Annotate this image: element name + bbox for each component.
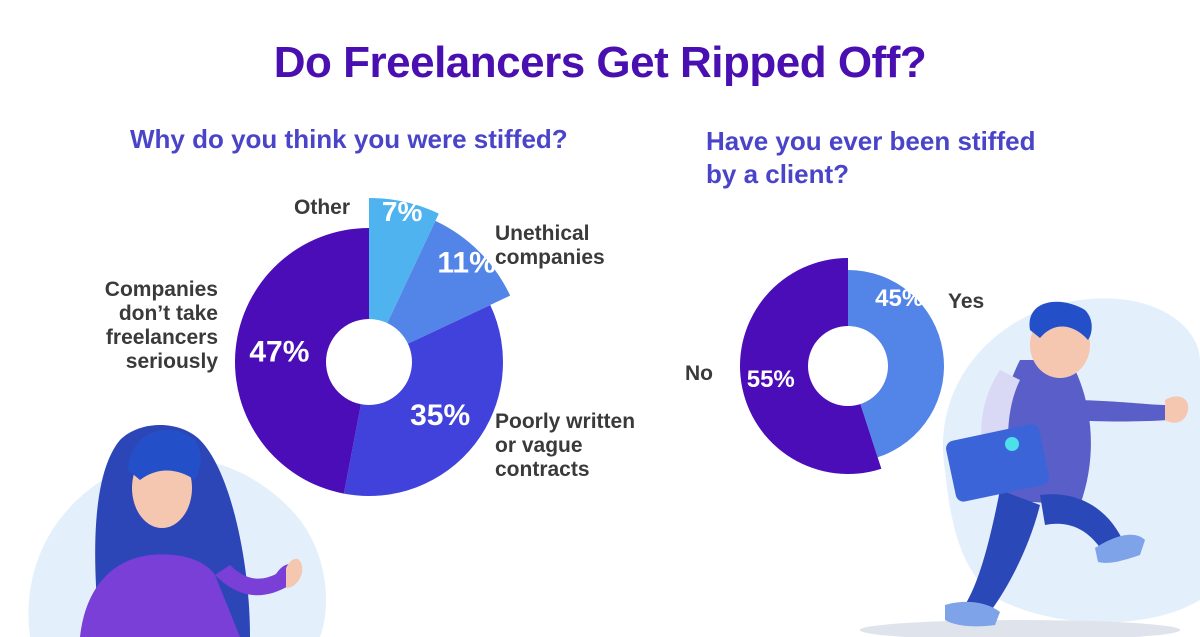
label-other-line-1: Other — [294, 196, 351, 219]
value-label-unethical-companies: 11% — [437, 246, 495, 279]
label-poorly-written-contracts: Poorly written or vague contracts — [495, 410, 635, 482]
label-no: No — [685, 362, 713, 385]
donut-hole-right — [808, 326, 888, 406]
label-other: Other — [294, 196, 350, 220]
slice-companies-not-serious — [235, 228, 369, 494]
value-label-companies-not-serious: 47% — [249, 335, 309, 368]
label-companies-line-1: Companies — [104, 278, 218, 301]
label-companies-line-2: don’t take — [118, 302, 218, 325]
man-illustration — [945, 301, 1189, 627]
label-companies-line-3: freelancers — [105, 326, 218, 349]
label-companies-line-4: seriously — [125, 350, 218, 373]
value-label-yes: 45% — [875, 285, 923, 312]
value-label-poorly-written-contracts: 35% — [410, 399, 470, 432]
value-label-no: 55% — [747, 366, 795, 393]
label-poorly-line-3: contracts — [495, 458, 590, 481]
label-unethical-companies: Unethical companies — [495, 222, 605, 270]
label-unethical-line-2: companies — [495, 246, 605, 269]
label-unethical-line-1: Unethical — [495, 222, 590, 245]
right-chart-title-line-2: by a client? — [706, 159, 850, 189]
right-chart-title: Have you ever been stiffed by a client? — [706, 125, 1066, 191]
slice-poorly-written-contracts — [343, 304, 503, 496]
right-chart-title-line-1: Have you ever been stiffed — [706, 126, 1036, 156]
woman-illustration — [80, 425, 303, 637]
donut-hole-left — [326, 319, 412, 405]
page-title: Do Freelancers Get Ripped Off? — [273, 38, 927, 87]
label-poorly-line-1: Poorly written — [495, 410, 636, 433]
slice-unethical-companies — [369, 220, 511, 362]
slice-other — [369, 198, 439, 362]
left-chart-title: Why do you think you were stiffed? — [130, 124, 568, 154]
label-companies-not-serious: Companies don’t take freelancers serious… — [60, 278, 218, 374]
label-yes: Yes — [948, 290, 985, 313]
label-poorly-line-2: or vague — [495, 434, 583, 457]
slice-yes — [848, 270, 944, 458]
value-label-other: 7% — [382, 196, 423, 227]
ground-shadow — [860, 620, 1180, 637]
